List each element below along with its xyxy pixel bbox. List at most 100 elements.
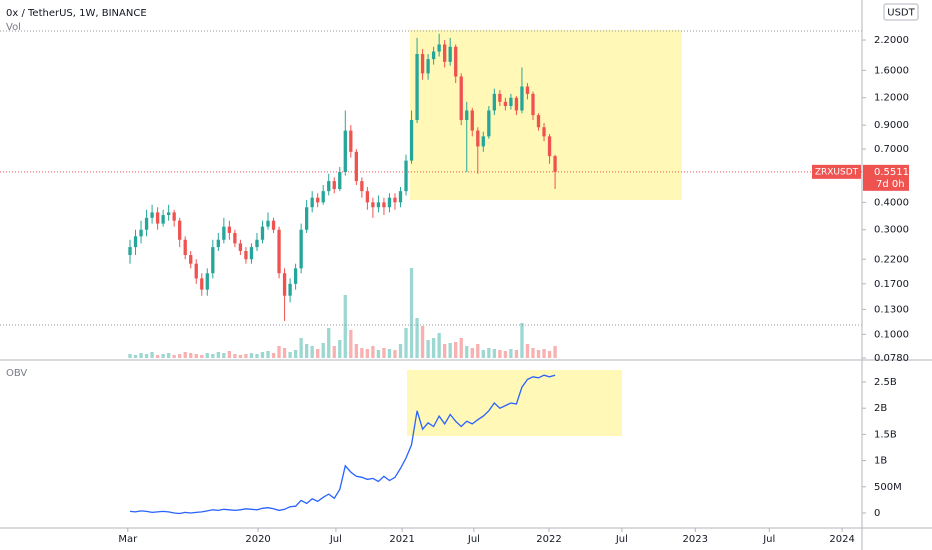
- candle-body: [271, 220, 276, 230]
- candle-body: [155, 212, 160, 224]
- candle-body: [514, 97, 519, 111]
- x-tick-label: Mar: [118, 534, 138, 545]
- volume-bar: [371, 346, 375, 358]
- candle-body: [266, 220, 270, 227]
- candle-body: [398, 191, 403, 203]
- volume-bar: [211, 354, 215, 358]
- volume-bar: [454, 342, 458, 358]
- candle-body: [222, 226, 226, 240]
- candle-body: [304, 207, 309, 230]
- candle-body: [288, 283, 292, 296]
- x-tick-label: Jul: [615, 534, 628, 545]
- candle-body: [332, 181, 336, 190]
- candle-body: [260, 226, 265, 240]
- countdown-label: 7d 0h: [876, 179, 905, 190]
- volume-bar: [487, 348, 491, 358]
- candle-body: [454, 46, 458, 77]
- volume-bar: [133, 355, 138, 358]
- volume-bar: [448, 343, 452, 358]
- volume-bar: [531, 348, 535, 358]
- volume-bar: [431, 338, 436, 358]
- candle-body: [498, 93, 502, 102]
- volume-bar: [293, 350, 298, 358]
- volume-bar: [409, 268, 414, 358]
- candle-body: [189, 255, 193, 264]
- y-tick-label: 0.1000: [874, 329, 909, 340]
- candle-body: [470, 110, 474, 131]
- obv-y-tick-label: 500M: [874, 482, 902, 493]
- candle-body: [465, 110, 469, 120]
- volume-bar: [481, 350, 485, 358]
- candle-body: [365, 191, 370, 203]
- volume-bar: [299, 338, 303, 358]
- volume-bar: [404, 328, 408, 358]
- candle-body: [194, 263, 198, 279]
- candle-body: [393, 197, 397, 203]
- volume-bar: [161, 354, 165, 358]
- volume-bar: [349, 330, 353, 358]
- y-tick-label: 0.0780: [874, 353, 909, 364]
- candle-body: [216, 239, 220, 248]
- volume-bar: [338, 340, 342, 358]
- volume-bar: [365, 349, 370, 358]
- currency-label[interactable]: USDT: [887, 8, 915, 19]
- x-tick-label: Jul: [329, 534, 342, 545]
- candle-body: [133, 236, 138, 248]
- candle-body: [360, 181, 364, 192]
- volume-bar: [398, 344, 403, 358]
- x-tick-label: Jul: [467, 534, 480, 545]
- y-tick-label: 1.2000: [874, 93, 909, 104]
- volume-bar: [498, 350, 502, 358]
- volume-bar: [222, 353, 226, 358]
- candle-body: [293, 268, 298, 284]
- candle-body: [321, 191, 325, 203]
- volume-label: Vol: [6, 22, 21, 33]
- candle-body: [277, 229, 281, 274]
- currency-box[interactable]: [883, 3, 919, 21]
- candle-body: [382, 202, 386, 208]
- volume-bar: [271, 353, 276, 358]
- volume-bar: [465, 346, 469, 358]
- volume-bar: [525, 344, 530, 358]
- volume-bar: [420, 326, 425, 358]
- candle-body: [161, 215, 165, 224]
- volume-bar: [437, 333, 441, 358]
- obv-label: OBV: [6, 368, 27, 379]
- candle-body: [205, 273, 209, 290]
- candle-body: [282, 273, 287, 296]
- candle-body: [128, 247, 132, 256]
- candle-body: [200, 278, 204, 290]
- volume-bar: [144, 354, 149, 358]
- volume-bar: [503, 351, 508, 358]
- volume-bar: [155, 355, 160, 358]
- volume-bar: [547, 351, 552, 358]
- candle-body: [371, 202, 375, 208]
- volume-bar: [327, 328, 331, 358]
- candle-body: [431, 51, 436, 60]
- y-tick-label: 0.3000: [874, 225, 909, 236]
- candle-body: [520, 86, 524, 111]
- volume-bar: [166, 353, 171, 358]
- volume-bar: [183, 352, 187, 358]
- candle-body: [437, 44, 441, 52]
- candle-body: [139, 229, 143, 237]
- candle-body: [448, 46, 452, 62]
- candle-body: [443, 44, 447, 62]
- candle-body: [299, 229, 303, 269]
- x-tick-label: Jul: [762, 534, 775, 545]
- volume-bar: [514, 350, 519, 358]
- candle-body: [211, 247, 215, 274]
- volume-bar: [194, 354, 198, 358]
- y-tick-label: 1.6000: [874, 65, 909, 76]
- volume-bar: [233, 354, 237, 358]
- volume-bar: [288, 352, 292, 358]
- y-tick-label: 2.2000: [874, 35, 909, 46]
- volume-bar: [172, 355, 176, 358]
- candle-body: [376, 202, 381, 208]
- volume-bar: [216, 352, 220, 358]
- candle-body: [349, 130, 353, 152]
- y-tick-label: 0.2200: [874, 254, 909, 265]
- volume-bar: [266, 351, 270, 358]
- candle-body: [244, 250, 248, 260]
